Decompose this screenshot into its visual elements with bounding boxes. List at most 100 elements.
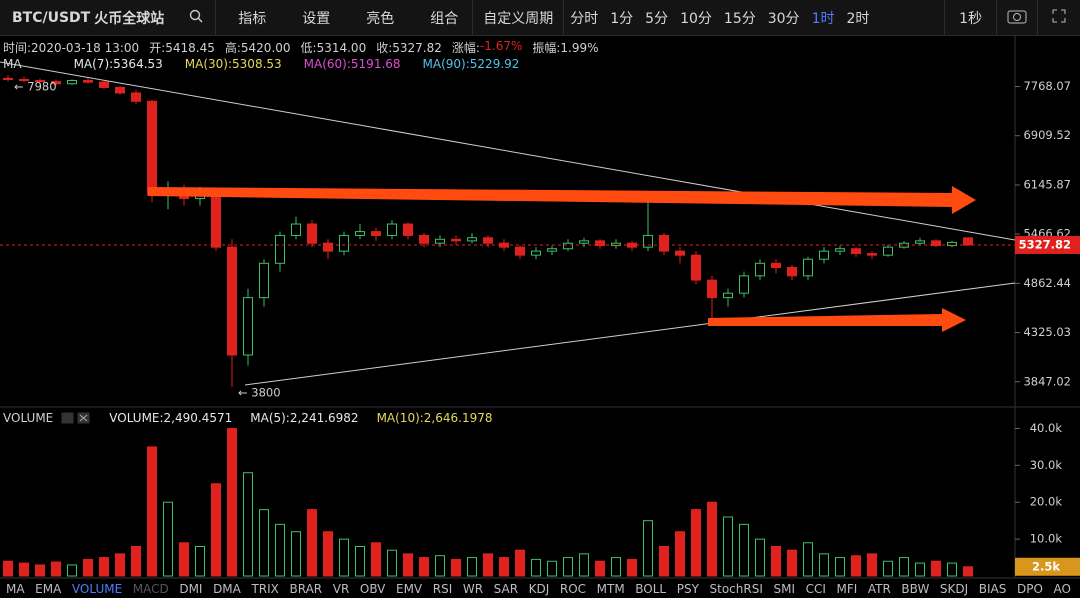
period-button[interactable]: 30分 xyxy=(767,10,800,27)
indicator-tab[interactable]: MACD xyxy=(132,582,169,596)
candle-body xyxy=(99,81,109,89)
volume-bar xyxy=(835,557,845,577)
indicator-tab[interactable]: DMA xyxy=(213,582,241,596)
volume-bar xyxy=(179,542,189,577)
volume-bar xyxy=(227,427,237,577)
indicator-tab[interactable]: SAR xyxy=(493,582,519,596)
indicator-tab[interactable]: BRAR xyxy=(289,582,323,596)
candle-body xyxy=(115,87,125,94)
arrow xyxy=(148,186,976,214)
indicator-tab[interactable]: KDJ xyxy=(528,582,550,596)
candle-body xyxy=(275,234,285,264)
candle-body xyxy=(947,241,957,247)
volume-bar xyxy=(451,558,461,577)
volume-bar xyxy=(51,561,61,577)
candle-body xyxy=(659,234,669,252)
indicator-tab[interactable]: EMV xyxy=(396,582,423,596)
volume-bar xyxy=(3,560,13,577)
volume-bar: VOLUME VOLUME:2,490.4571 MA(5):2,241.6982 M… xyxy=(3,409,493,427)
icon[interactable] xyxy=(61,412,91,424)
candle-body xyxy=(451,238,461,242)
volume-bar xyxy=(419,557,429,577)
y-tick-label: 6909.52 xyxy=(1023,128,1071,142)
price-annotation: ← 7980 xyxy=(14,80,57,94)
indicator-tab[interactable]: BOLL xyxy=(635,582,667,596)
toolbar-button[interactable]: 指标 xyxy=(238,10,267,27)
camera-icon[interactable] xyxy=(1007,8,1027,28)
candle-body xyxy=(259,262,269,299)
period-button[interactable]: 1分 xyxy=(610,10,634,27)
candle-body xyxy=(51,81,61,85)
indicator-tab[interactable]: VOLUME xyxy=(71,582,123,596)
candle-body xyxy=(339,234,349,252)
candle-body xyxy=(435,238,445,244)
indicator-tab[interactable]: CCI xyxy=(805,582,826,596)
drawings xyxy=(148,186,976,332)
price-annotation: ← 3800 xyxy=(238,385,281,399)
indicator-tab[interactable]: SKDJ xyxy=(939,582,969,596)
period-button[interactable]: 分时 xyxy=(570,10,599,27)
indicator-tab[interactable]: RSI xyxy=(432,582,453,596)
candle-body xyxy=(211,191,221,248)
period-button[interactable]: 10分 xyxy=(680,10,712,27)
ma-bar: MA MA(7):5364.53 MA(30):5308.53 MA(60):5191… xyxy=(3,55,519,73)
indicator-tab[interactable]: DPO xyxy=(1016,582,1043,596)
period-button[interactable]: 15分 xyxy=(723,10,756,27)
period-button[interactable]: 1时 xyxy=(811,10,835,27)
volume-bar xyxy=(691,509,701,577)
symbol: BTC/USDT xyxy=(12,9,91,26)
info-item: 收:5327.82 xyxy=(376,40,442,55)
indicator-tab[interactable]: OBV xyxy=(359,582,386,596)
volume-bar xyxy=(899,557,909,577)
candle-body xyxy=(851,248,861,255)
volume-bar xyxy=(323,531,333,577)
ma-value: MA(7):5364.53 xyxy=(73,57,163,71)
toolbar-button[interactable]: 亮色 xyxy=(366,10,395,27)
candle-body xyxy=(83,80,93,83)
candle-body xyxy=(419,234,429,244)
indicator-tab[interactable]: ROC xyxy=(559,582,587,596)
fullscreen-icon[interactable] xyxy=(1052,9,1066,27)
indicator-tab[interactable]: MA xyxy=(6,582,25,596)
last-price-label: 5327.82 xyxy=(1019,237,1071,251)
volume-bar xyxy=(499,557,509,577)
volume-bar xyxy=(195,545,205,577)
indicator-tab[interactable]: SMI xyxy=(773,582,795,596)
candle-body xyxy=(819,250,829,260)
toolbar-button[interactable]: 设置 xyxy=(302,10,331,27)
indicator-tab[interactable]: MTM xyxy=(596,582,625,596)
right-button[interactable]: 1秒 xyxy=(959,10,982,27)
candle-body xyxy=(675,250,685,256)
candle-body xyxy=(835,248,845,252)
icon xyxy=(190,9,203,22)
indicator-tab[interactable]: TRIX xyxy=(251,582,279,596)
volume-value: MA(5):2,241.6982 xyxy=(250,411,359,425)
volume-bar xyxy=(611,557,621,577)
indicator-tab[interactable]: EMA xyxy=(35,582,62,596)
candle-body xyxy=(883,246,893,256)
period-dropdown[interactable]: 自定义周期 xyxy=(483,10,554,27)
candle-body xyxy=(371,231,381,236)
candle-body xyxy=(771,262,781,268)
indicator-tab[interactable]: ATR xyxy=(867,582,891,596)
search-icon[interactable] xyxy=(189,9,203,27)
y-tick-label: 40.0k xyxy=(1030,421,1063,435)
separator xyxy=(944,0,946,35)
indicator-tab[interactable]: BBW xyxy=(901,582,930,596)
indicator-tab[interactable]: AO xyxy=(1053,582,1071,596)
indicator-tab[interactable]: VR xyxy=(332,582,350,596)
period-button[interactable]: 2时 xyxy=(846,10,870,27)
pane-controls xyxy=(61,412,91,424)
indicator-tab[interactable]: WR xyxy=(462,582,484,596)
indicator-tab[interactable]: StochRSI xyxy=(709,582,763,596)
toolbar-button[interactable]: 组合 xyxy=(430,10,459,27)
indicator-tab[interactable]: BIAS xyxy=(978,582,1007,596)
volume-bar xyxy=(563,557,573,577)
candle-body xyxy=(931,240,941,247)
period-button[interactable]: 5分 xyxy=(645,10,669,27)
indicator-tab[interactable]: PSY xyxy=(676,582,699,596)
volume-bar xyxy=(947,562,957,577)
candle-body xyxy=(483,237,493,244)
indicator-tab[interactable]: MFI xyxy=(836,582,858,596)
indicator-tab[interactable]: DMI xyxy=(179,582,203,596)
